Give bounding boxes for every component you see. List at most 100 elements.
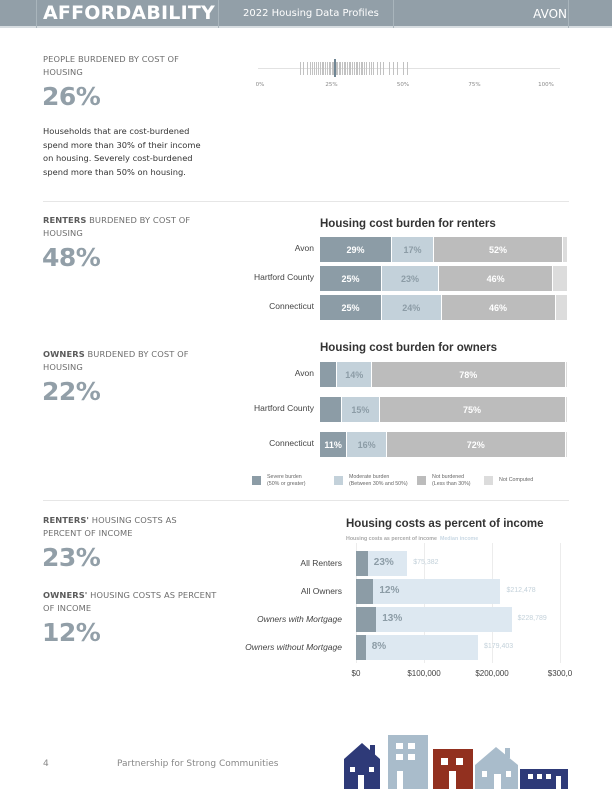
legend-swatch	[484, 476, 493, 485]
legend-label: Moderate burden	[349, 474, 390, 480]
strip-town-tick	[403, 62, 404, 75]
income-label: $228,789	[517, 615, 547, 622]
legend-swatch	[417, 476, 426, 485]
x-tick-label: $300,0	[547, 669, 573, 678]
housing-cost-pct-bar	[356, 551, 368, 576]
median-income-bar	[356, 607, 512, 632]
segment-moderate: 23%	[382, 266, 440, 291]
strip-town-tick	[352, 62, 354, 75]
strip-axis-label: 75%	[468, 82, 481, 88]
pct-label: 23%	[373, 557, 394, 568]
segment-severe	[320, 397, 343, 422]
strip-town-tick	[302, 62, 304, 75]
label-text: HOUSING COSTS AS PERCENT OF INCOME	[43, 590, 217, 613]
strip-town-tick	[348, 62, 350, 75]
strip-town-tick	[377, 62, 379, 75]
report-subtitle: 2022 Housing Data Profiles	[243, 8, 379, 19]
segment-moderate: 16%	[347, 432, 387, 457]
segment-severe: 11%	[320, 432, 348, 457]
pct-label: 8%	[371, 641, 387, 652]
x-tick-label: $0	[351, 669, 361, 678]
strip-town-tick	[360, 62, 362, 75]
pct-label: 12%	[379, 585, 400, 596]
strip-town-tick	[373, 62, 375, 75]
segment-not-burdened: 72%	[386, 432, 566, 457]
strip-town-tick	[332, 62, 334, 75]
house-navy-left-icon	[344, 743, 380, 789]
legend-swatch	[252, 476, 261, 485]
section-divider	[43, 500, 569, 501]
income-row: All Renters 23% $75,382	[300, 551, 560, 576]
row-label: All Renters	[300, 558, 342, 568]
strip-town-tick	[388, 62, 390, 75]
income-chart-legend: Housing costs as percent of income Median…	[346, 536, 478, 542]
income-row: Owners with Mortgage 13% $228,789	[257, 607, 560, 632]
segment-not-computed	[565, 432, 568, 457]
income-label: $212,478	[506, 587, 536, 594]
building-lightblue-icon	[388, 735, 428, 789]
owners-burdened-label: OWNERS BURDENED BY COST OF HOUSING	[43, 348, 218, 374]
legend-item-moderate: Moderate burden (Between 30% and 50%)	[334, 474, 408, 487]
strip-town-tick	[310, 62, 312, 75]
legend-label: Not Computed	[499, 477, 534, 483]
strip-axis-label: 0%	[255, 82, 265, 88]
strip-town-tick	[370, 62, 372, 75]
strip-town-tick	[362, 62, 364, 75]
renters-income-label: RENTERS' HOUSING COSTS AS PERCENT OF INC…	[43, 514, 218, 540]
segment-not-computed	[565, 397, 568, 422]
strip-town-tick	[353, 62, 355, 75]
renters-income-value: 23%	[42, 543, 101, 572]
row-label: Connecticut	[269, 438, 314, 448]
legend-label-pct: Housing costs as percent of income	[346, 536, 437, 542]
strip-town-tick	[364, 62, 366, 75]
row-label: Owners with Mortgage	[256, 614, 342, 624]
housing-cost-pct-bar	[356, 579, 374, 604]
strip-town-tick	[343, 62, 345, 75]
pct-label: 13%	[382, 613, 403, 624]
segment-not-burdened: 46%	[439, 266, 554, 291]
segment-not-computed	[563, 237, 568, 262]
strip-avon-marker	[334, 59, 337, 77]
row-label: Owners without Mortgage	[245, 642, 342, 652]
strip-town-tick	[346, 62, 348, 75]
strip-town-tick	[328, 62, 330, 75]
legend-label: Not burdened	[432, 474, 465, 480]
strip-town-tick	[357, 62, 359, 75]
legend-item-severe: Severe burden (50% or greater)	[252, 474, 306, 487]
strip-axis-label: 25%	[325, 82, 338, 88]
segment-not-computed	[565, 362, 568, 387]
legend-sublabel: (Less than 30%)	[432, 480, 471, 487]
owners-burdened-value: 22%	[42, 377, 101, 406]
segment-severe	[320, 362, 338, 387]
building-navy-right-icon	[520, 769, 568, 789]
income-row: All Owners 12% $212,478	[301, 579, 560, 604]
burden-legend: Severe burden (50% or greater) Moderate b…	[252, 474, 572, 494]
strip-town-tick	[326, 62, 328, 75]
cost-burden-strip-plot: 0% 25% 50% 75% 100%	[255, 58, 560, 88]
strip-town-tick	[392, 62, 394, 75]
people-burdened-value: 26%	[42, 82, 101, 111]
row-label: Connecticut	[269, 301, 314, 311]
header-separator	[218, 0, 219, 28]
building-red-icon	[433, 749, 473, 789]
gridline	[560, 543, 561, 663]
strip-town-tick	[345, 62, 347, 75]
label-emphasis: RENTERS'	[43, 515, 90, 525]
footer-organization: Partnership for Strong Communities	[117, 759, 279, 769]
strip-town-tick	[312, 62, 314, 75]
segment-not-computed	[553, 266, 568, 291]
strip-town-tick	[316, 62, 318, 75]
row-label: Avon	[294, 368, 314, 378]
segment-not-burdened: 52%	[434, 237, 564, 262]
bar-row: Connecticut 25% 24% 46%	[269, 295, 568, 320]
strip-town-tick	[323, 62, 325, 75]
segment-severe: 25%	[320, 295, 382, 320]
strip-town-tick	[355, 62, 357, 75]
houses-logo	[344, 735, 568, 789]
housing-cost-pct-bar	[356, 635, 366, 660]
strip-town-tick	[366, 62, 368, 75]
row-label: Hartford County	[254, 403, 314, 413]
label-text: BURDENED BY COST OF HOUSING	[43, 215, 191, 238]
income-chart-title: Housing costs as percent of income	[346, 518, 544, 530]
legend-sublabel: (50% or greater)	[267, 480, 306, 487]
